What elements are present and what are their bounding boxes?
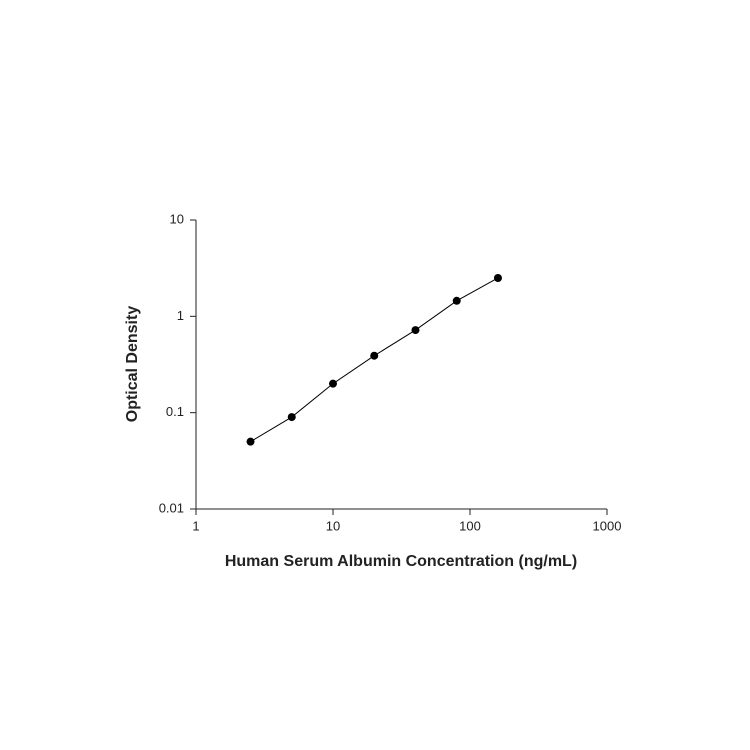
data-point	[411, 326, 420, 335]
x-axis-title: Human Serum Albumin Concentration (ng/mL…	[225, 553, 577, 570]
data-point	[246, 437, 255, 446]
data-point	[287, 413, 296, 422]
data-point	[493, 273, 502, 282]
x-tick-label: 1	[192, 518, 199, 533]
data-point	[370, 351, 379, 360]
y-axis-title: Optical Density	[124, 306, 141, 423]
x-tick-label: 1000	[593, 518, 622, 533]
y-tick-label: 0.01	[159, 500, 184, 515]
x-tick-label: 10	[326, 518, 340, 533]
y-tick-label: 1	[177, 308, 184, 323]
x-tick-label: 100	[459, 518, 481, 533]
data-point	[329, 379, 337, 388]
fit-line	[250, 277, 499, 443]
y-tick-label: 0.1	[166, 404, 184, 419]
y-tick-label: 10	[170, 211, 184, 226]
data-point	[452, 296, 461, 305]
